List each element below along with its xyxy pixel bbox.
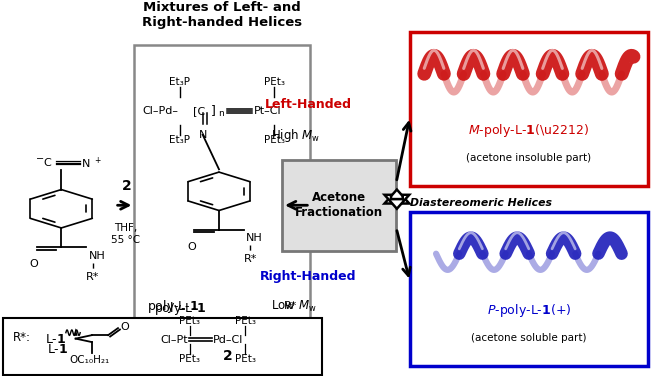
Text: O: O [29,259,39,270]
Text: O: O [187,242,196,252]
Text: Left-Handed: Left-Handed [264,98,351,110]
Text: OC₁₀H₂₁: OC₁₀H₂₁ [70,356,110,365]
FancyBboxPatch shape [410,212,648,366]
Polygon shape [74,328,78,336]
Text: n: n [218,109,224,118]
Text: Pd–Cl: Pd–Cl [213,335,244,345]
Text: PEt₃: PEt₃ [264,77,285,87]
Text: R*: R* [284,302,297,311]
Text: poly-L-$\mathbf{1}$: poly-L-$\mathbf{1}$ [154,300,206,317]
Text: poly-L-$\mathbf{1}$: poly-L-$\mathbf{1}$ [148,298,200,315]
Text: R*:: R*: [12,331,31,344]
Text: $\it{P}$-poly-L-$\mathbf{1}$(+): $\it{P}$-poly-L-$\mathbf{1}$(+) [486,302,571,319]
Text: Mixtures of Left- and
Right-handed Helices: Mixtures of Left- and Right-handed Helic… [142,1,302,29]
Text: PEt₃: PEt₃ [179,354,200,363]
Text: Acetone
Fractionation: Acetone Fractionation [295,191,383,219]
Text: Cl–Pt: Cl–Pt [161,335,188,345]
Text: $\mathbf{2}$: $\mathbf{2}$ [121,179,131,193]
Text: R*: R* [86,271,99,282]
FancyBboxPatch shape [3,318,322,375]
Text: L-$\mathbf{1}$: L-$\mathbf{1}$ [46,333,67,346]
Text: PEt₃: PEt₃ [234,354,255,363]
Text: C: C [43,158,51,169]
Text: Right-Handed: Right-Handed [260,270,357,284]
Text: PEt₃: PEt₃ [264,135,285,146]
Text: PEt₃: PEt₃ [179,316,200,326]
Text: L-$\mathbf{1}$: L-$\mathbf{1}$ [47,343,68,356]
Text: PEt₃: PEt₃ [234,316,255,326]
Text: Et₃P: Et₃P [169,135,191,146]
Text: O: O [120,322,129,333]
FancyBboxPatch shape [135,45,310,326]
FancyArrow shape [385,190,409,204]
Text: NH: NH [89,251,105,261]
FancyBboxPatch shape [410,32,648,186]
Text: [C: [C [193,106,205,116]
Text: −: − [36,154,44,164]
FancyBboxPatch shape [282,160,396,251]
FancyArrow shape [385,195,409,209]
Text: N: N [199,130,207,140]
Text: Diastereomeric Helices: Diastereomeric Helices [410,198,552,208]
Text: Low $M_{\rm w}$: Low $M_{\rm w}$ [271,299,317,314]
Text: ]: ] [211,104,216,118]
Text: (acetone insoluble part): (acetone insoluble part) [466,153,592,163]
Text: High $M_{\rm w}$: High $M_{\rm w}$ [271,127,321,144]
Text: $\it{M}$-poly-L-$\mathbf{1}$(\u2212): $\it{M}$-poly-L-$\mathbf{1}$(\u2212) [468,122,590,139]
Text: Et₃P: Et₃P [169,77,191,87]
Text: Cl–Pd–: Cl–Pd– [143,106,179,116]
Text: $\mathbf{2}$: $\mathbf{2}$ [222,349,232,363]
Text: (acetone soluble part): (acetone soluble part) [471,333,586,343]
Text: N: N [82,159,91,169]
Text: +: + [94,156,101,166]
Text: Pt–Cl: Pt–Cl [253,106,281,116]
Text: R*: R* [244,254,257,264]
Text: NH: NH [246,233,263,243]
Text: THF,
55 °C: THF, 55 °C [111,224,140,245]
